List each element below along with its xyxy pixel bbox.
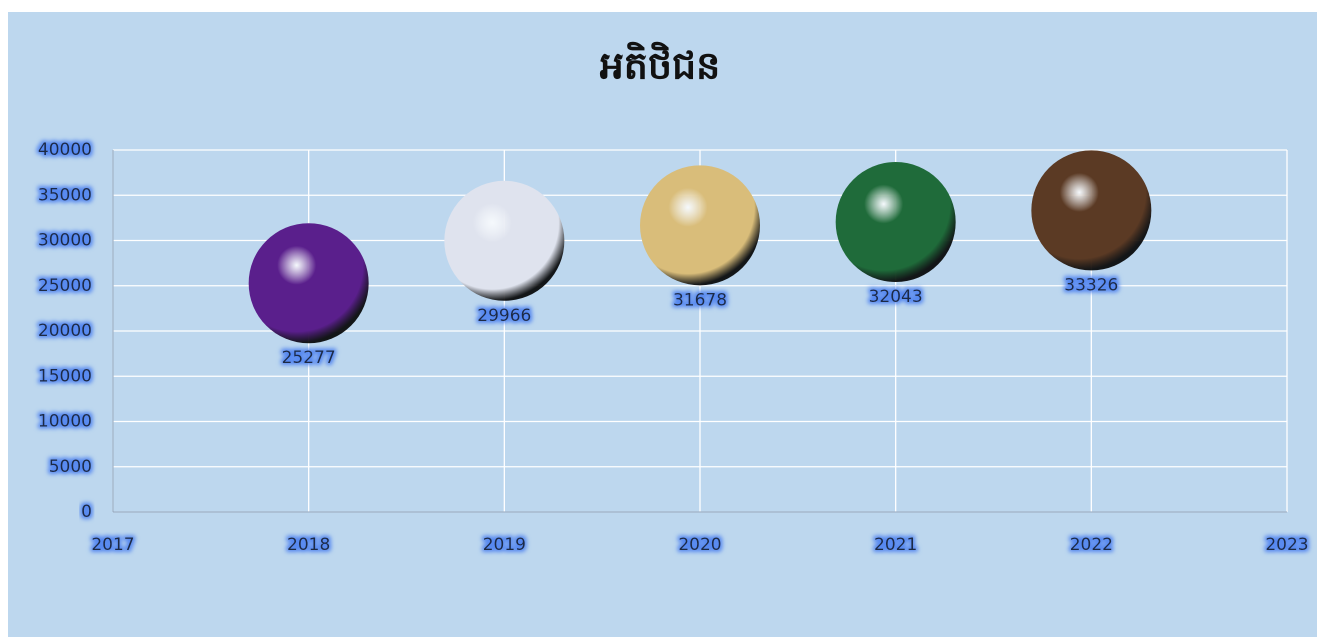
bubble [1031, 150, 1152, 271]
y-tick-label: 35000 [38, 185, 92, 205]
y-tick-label: 15000 [38, 366, 92, 386]
x-tick-label: 2023 [1265, 535, 1308, 555]
y-tick-label: 0 [81, 502, 92, 522]
data-label: 25277 [282, 348, 336, 368]
bubble [640, 165, 760, 286]
x-tick-label: 2021 [874, 535, 917, 555]
y-tick-label: 10000 [38, 412, 92, 432]
x-tick-label: 2022 [1070, 535, 1113, 555]
x-tick-label: 2019 [483, 535, 526, 555]
data-label: 33326 [1064, 275, 1118, 295]
y-tick-label: 25000 [38, 276, 92, 296]
data-label: 32043 [869, 287, 923, 307]
bubble [248, 223, 369, 344]
data-label: 29966 [477, 306, 531, 326]
y-tick-label: 20000 [38, 321, 92, 341]
chart-background [8, 12, 1317, 637]
x-tick-label: 2020 [678, 535, 721, 555]
y-tick-label: 30000 [38, 231, 92, 251]
y-tick-label: 40000 [38, 140, 92, 160]
x-tick-label: 2018 [287, 535, 330, 555]
bubble [444, 180, 565, 301]
x-tick-label: 2017 [91, 535, 134, 555]
chart-title: អតិថិជន [600, 42, 721, 88]
bubble [835, 162, 956, 283]
data-label: 31678 [673, 290, 727, 310]
y-tick-label: 5000 [49, 457, 92, 477]
